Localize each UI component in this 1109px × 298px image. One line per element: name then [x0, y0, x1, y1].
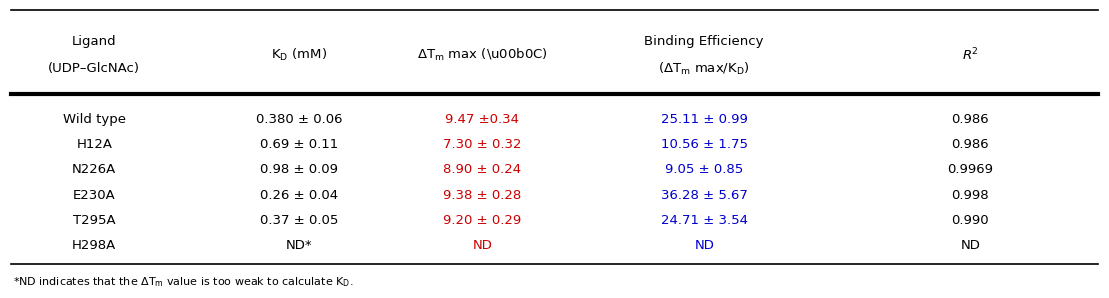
Text: 0.69 ± 0.11: 0.69 ± 0.11	[261, 138, 338, 151]
Text: 9.05 ± 0.85: 9.05 ± 0.85	[665, 163, 743, 176]
Text: 0.986: 0.986	[952, 138, 989, 151]
Text: 8.90 ± 0.24: 8.90 ± 0.24	[444, 163, 521, 176]
Text: 25.11 ± 0.99: 25.11 ± 0.99	[661, 113, 747, 126]
Text: 36.28 ± 5.67: 36.28 ± 5.67	[661, 189, 747, 202]
Text: ND: ND	[472, 239, 492, 252]
Text: H12A: H12A	[77, 138, 112, 151]
Text: (UDP–GlcNAc): (UDP–GlcNAc)	[49, 62, 140, 75]
Text: Ligand: Ligand	[72, 35, 116, 48]
Text: 9.20 ± 0.29: 9.20 ± 0.29	[444, 214, 521, 227]
Text: 0.37 ± 0.05: 0.37 ± 0.05	[261, 214, 338, 227]
Text: ND: ND	[960, 239, 980, 252]
Text: 0.98 ± 0.09: 0.98 ± 0.09	[261, 163, 338, 176]
Text: 0.380 ± 0.06: 0.380 ± 0.06	[256, 113, 343, 126]
Text: 9.47 ±0.34: 9.47 ±0.34	[446, 113, 519, 126]
Text: 0.9969: 0.9969	[947, 163, 994, 176]
Text: 0.990: 0.990	[952, 214, 989, 227]
Text: 9.38 ± 0.28: 9.38 ± 0.28	[444, 189, 521, 202]
Text: E230A: E230A	[73, 189, 115, 202]
Text: 7.30 ± 0.32: 7.30 ± 0.32	[444, 138, 521, 151]
Text: ND: ND	[694, 239, 714, 252]
Text: ($\Delta$T$_\mathrm{m}$ max/K$_\mathrm{D}$): ($\Delta$T$_\mathrm{m}$ max/K$_\mathrm{D…	[659, 60, 750, 77]
Text: 10.56 ± 1.75: 10.56 ± 1.75	[661, 138, 747, 151]
Text: *ND indicates that the $\Delta$T$_\mathrm{m}$ value is too weak to calculate K$_: *ND indicates that the $\Delta$T$_\mathr…	[13, 275, 354, 288]
Text: 24.71 ± 3.54: 24.71 ± 3.54	[661, 214, 747, 227]
Text: K$_\mathrm{D}$ (mM): K$_\mathrm{D}$ (mM)	[272, 47, 327, 63]
Text: $\it{R}$$^2$: $\it{R}$$^2$	[963, 47, 978, 63]
Text: Wild type: Wild type	[63, 113, 125, 126]
Text: ND*: ND*	[286, 239, 313, 252]
Text: 0.986: 0.986	[952, 113, 989, 126]
Text: H298A: H298A	[72, 239, 116, 252]
Text: T295A: T295A	[73, 214, 115, 227]
Text: N226A: N226A	[72, 163, 116, 176]
Text: 0.998: 0.998	[952, 189, 989, 202]
Text: Binding Efficiency: Binding Efficiency	[644, 35, 764, 48]
Text: 0.26 ± 0.04: 0.26 ± 0.04	[261, 189, 338, 202]
Text: $\Delta$T$_\mathrm{m}$ max (\u00b0C): $\Delta$T$_\mathrm{m}$ max (\u00b0C)	[417, 47, 548, 63]
